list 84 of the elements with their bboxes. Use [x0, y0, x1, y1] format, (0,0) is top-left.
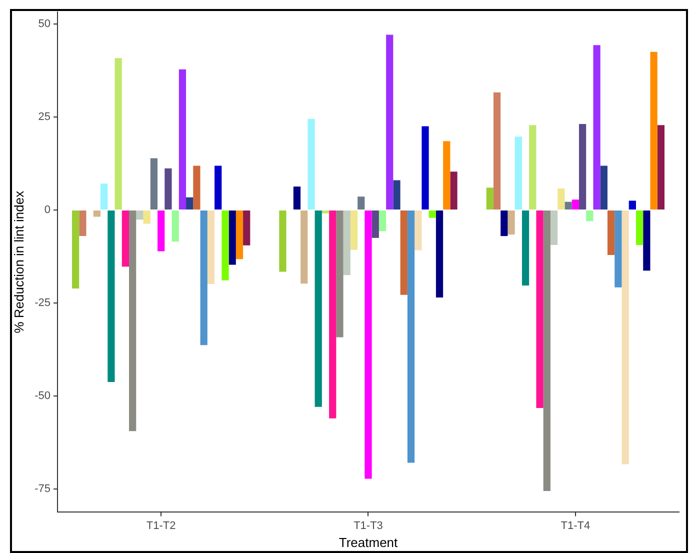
bar [386, 34, 394, 210]
bar [193, 166, 200, 210]
bar [614, 210, 622, 288]
bar [300, 210, 308, 284]
y-tick-label: -25 [34, 297, 50, 310]
y-tick-label: -75 [34, 483, 50, 496]
bar [636, 210, 644, 245]
bar [279, 210, 286, 272]
x-tick-label: T1-T4 [560, 520, 590, 532]
bar [72, 210, 80, 289]
bar [314, 210, 322, 407]
bar [578, 124, 586, 210]
bar [643, 210, 650, 271]
bar [586, 210, 594, 222]
y-tick-label: 0 [44, 204, 50, 216]
bar [222, 210, 229, 280]
bar [628, 200, 636, 210]
bar [407, 210, 415, 463]
bar [543, 210, 550, 491]
bar [514, 136, 522, 210]
x-axis-title: Treatment [338, 534, 398, 550]
bar [350, 210, 358, 250]
bar [178, 69, 186, 210]
bar [508, 210, 515, 235]
bar [550, 210, 558, 245]
x-tick-label: T1-T3 [354, 520, 383, 532]
bar [622, 210, 629, 464]
bar [79, 210, 86, 236]
y-tick-label: 50 [38, 18, 50, 30]
bar [358, 196, 365, 210]
bar [422, 126, 429, 210]
bar [450, 172, 458, 210]
bar [593, 45, 600, 210]
bar [236, 210, 244, 260]
bar [322, 210, 330, 214]
bar [529, 125, 536, 210]
bar [228, 210, 236, 265]
bar [522, 210, 530, 286]
bar [600, 166, 608, 210]
bar [172, 210, 179, 242]
bar [486, 188, 494, 210]
bar [493, 92, 501, 210]
bar [150, 158, 158, 210]
bar [214, 166, 222, 210]
bar [329, 210, 336, 418]
bar [400, 210, 408, 295]
bar [343, 210, 350, 276]
bar [136, 210, 144, 220]
bar [393, 180, 400, 210]
bar [93, 210, 101, 217]
bar [164, 168, 172, 210]
y-axis-title: % Reduction in lint index [11, 190, 26, 334]
bar [436, 210, 444, 298]
bar [143, 210, 150, 224]
bar [428, 210, 436, 218]
bar [200, 210, 208, 346]
bar [558, 188, 565, 210]
y-tick-label: -50 [34, 390, 50, 402]
y-tick-label: 25 [38, 110, 50, 123]
bar [186, 197, 194, 210]
bar [378, 210, 386, 232]
bar [607, 210, 615, 256]
bar [100, 184, 108, 210]
bar [536, 210, 544, 408]
x-tick-label: T1-T2 [146, 520, 176, 532]
bar [572, 200, 579, 210]
bar [122, 210, 130, 267]
bar [293, 186, 301, 210]
bar [308, 118, 315, 210]
bar [158, 210, 165, 252]
bar [108, 210, 115, 382]
bar [243, 210, 250, 246]
bar [114, 58, 122, 210]
bar [564, 202, 572, 210]
bar [414, 210, 422, 250]
bar [336, 210, 344, 338]
bar [364, 210, 372, 479]
bar [207, 210, 215, 284]
bar [500, 210, 508, 236]
bar [372, 210, 379, 238]
bar [650, 52, 658, 210]
bar [443, 141, 450, 210]
bar [129, 210, 136, 432]
bar [657, 125, 664, 210]
